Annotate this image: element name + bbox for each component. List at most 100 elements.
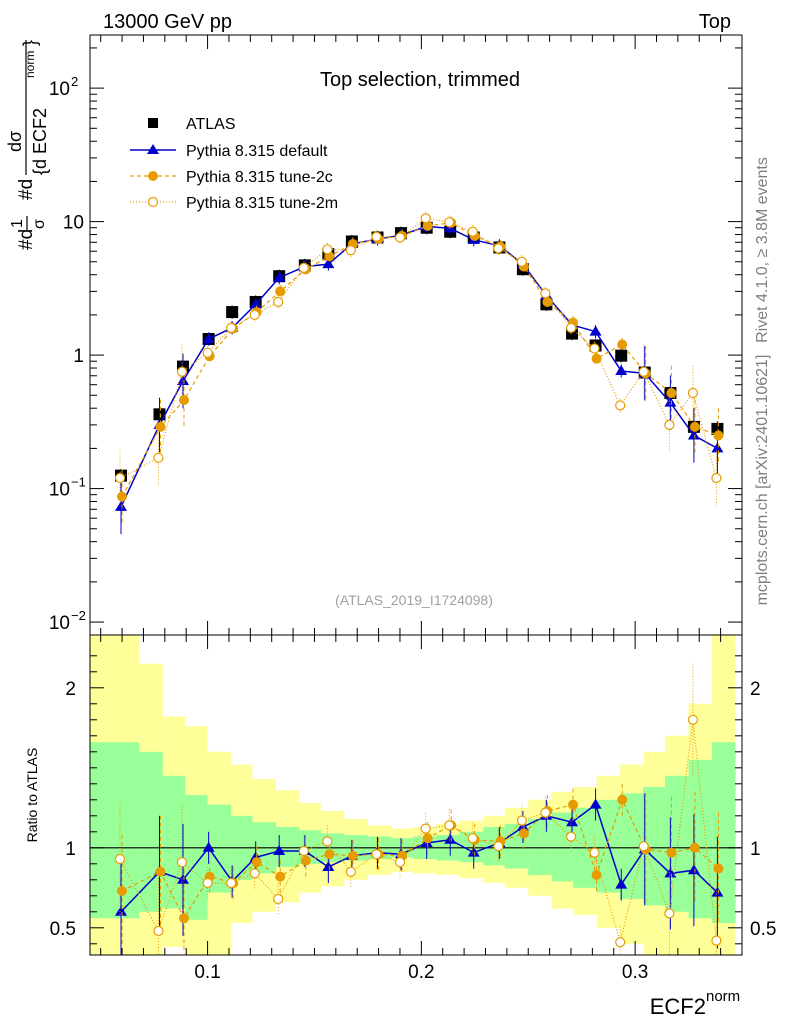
- main-ytick-label: 1: [73, 346, 84, 367]
- green-band-bin: [275, 827, 300, 867]
- tune2m-ratio-point: [565, 831, 577, 842]
- tune2m-ratio-point: [176, 857, 188, 868]
- tune2m-ratio-point: [540, 807, 551, 818]
- tune2m-ratio-point: [711, 935, 722, 946]
- tune2m-ratio-point: [420, 823, 431, 834]
- tune2m-point: [516, 256, 527, 267]
- tune2m-point: [202, 347, 213, 358]
- tune2m-point: [687, 387, 699, 399]
- default-point: [249, 298, 262, 309]
- ylabel-d: #d: [16, 229, 37, 250]
- default-ratio-point: [467, 846, 480, 857]
- legend-entry-atlas: ATLAS: [148, 116, 236, 133]
- tune2c-ratio-point: [178, 913, 189, 924]
- tune2m-point: [420, 213, 431, 224]
- green-band-bin: [162, 775, 186, 909]
- default-ratio-point: [202, 841, 215, 852]
- tune2c-ratio-point: [155, 866, 166, 877]
- main-ytick-label: 10: [49, 613, 70, 634]
- legend-default-label: Pythia 8.315 default: [186, 143, 328, 160]
- tune2m-point: [345, 245, 356, 256]
- ratio-ylabel: Ratio to ATLAS: [24, 748, 40, 843]
- tune2m-ratio-point: [202, 877, 213, 889]
- ylabel-one: 1: [9, 219, 26, 228]
- ylabel-d2: #d: [16, 179, 37, 200]
- plot-title: Top selection, trimmed: [320, 69, 520, 91]
- ratio-uncertainty-bands: [90, 635, 736, 955]
- legend-atlas-marker: [148, 118, 158, 128]
- tune2m-ratio-point: [322, 836, 333, 847]
- default-ratio-point: [687, 864, 700, 875]
- ratio-xtick-label: 0.3: [622, 962, 648, 983]
- default-ratio-point: [516, 821, 529, 831]
- tune2m-ratio-point: [273, 893, 284, 905]
- tune2m-ratio-point: [615, 937, 626, 948]
- tune2c-ratio-point: [591, 870, 602, 880]
- default-point: [273, 271, 286, 282]
- default-point: [711, 442, 724, 453]
- green-band-bin: [185, 795, 208, 920]
- rivet-label: Rivet 4.1.0, ≥ 3.8M events: [754, 157, 771, 343]
- green-band-bin: [665, 775, 689, 912]
- tune2c-point: [689, 421, 700, 432]
- tune2c-point: [275, 286, 286, 297]
- tune2c-ratio-point: [324, 849, 335, 860]
- tune2c-ratio-point: [617, 794, 628, 805]
- legend-entry-tune2c: Pythia 8.315 tune-2c: [130, 169, 333, 186]
- main-series: [114, 211, 724, 535]
- legend-tune2c-label: Pythia 8.315 tune-2c: [186, 169, 333, 186]
- legend-tune2m-label: Pythia 8.315 tune-2m: [186, 195, 338, 212]
- tune2c-point: [542, 296, 553, 307]
- ratio-ytick-label-right: 1: [750, 839, 761, 860]
- tune2m-point: [540, 288, 551, 299]
- tune2m-ratio-point: [444, 820, 455, 831]
- default-point: [615, 365, 628, 376]
- tune2c-ratio-point: [713, 863, 724, 874]
- tune2m-point: [249, 309, 260, 321]
- tune2c-ratio-point: [666, 847, 677, 858]
- green-band-bin: [620, 793, 644, 899]
- tune2m-point: [711, 472, 722, 484]
- tune2m-point: [371, 231, 382, 242]
- green-band-bin: [528, 819, 552, 875]
- tune2m-point: [615, 400, 626, 411]
- tune2m-ratio-point: [371, 849, 382, 860]
- tune2m-point: [444, 217, 455, 228]
- tune2m-point: [664, 419, 675, 430]
- legend-entry-tune2m: Pythia 8.315 tune-2m: [130, 195, 338, 212]
- tune2m-ratio-point: [153, 925, 164, 937]
- default-point: [322, 258, 335, 269]
- tune2m-point: [565, 322, 577, 333]
- ratio-series: [114, 663, 724, 955]
- tune2c-point: [422, 220, 433, 231]
- tune2m-ratio-point: [516, 815, 527, 826]
- ratio-plot-frame: [89, 634, 743, 956]
- ratio-ytick-label: 0.5: [50, 919, 76, 940]
- tune2c-ratio-point: [251, 857, 262, 868]
- tune2m-point: [493, 243, 504, 254]
- tune2c-ratio-point: [300, 855, 311, 866]
- tune2m-point: [298, 262, 309, 273]
- ratio-ytick-label-right: 0.5: [750, 919, 776, 940]
- default-ratio-point: [322, 861, 335, 871]
- tune2c-point: [591, 353, 602, 364]
- tune2c-point: [713, 430, 724, 441]
- tune2c-ratio-point: [518, 828, 529, 839]
- tune2m-ratio-point: [638, 841, 649, 852]
- tune2m-ratio-point: [298, 845, 309, 857]
- default-ratio-point: [566, 816, 579, 827]
- legend: ATLAS Pythia 8.315 default Pythia 8.315 …: [130, 116, 338, 212]
- ratio-xtick-label: 0.2: [408, 962, 434, 983]
- tune2m-point: [638, 366, 649, 377]
- tune2c-point: [116, 491, 127, 502]
- ylabel-ecf2: {d ECF2: [30, 108, 50, 175]
- default-ratio-point: [615, 878, 628, 889]
- default-line: [120, 225, 718, 508]
- legend-tune2c-marker: [148, 171, 158, 181]
- tune2m-point: [153, 452, 164, 463]
- default-ratio-point: [114, 905, 127, 916]
- tune2m-point: [589, 343, 600, 354]
- tune2m-point: [467, 226, 478, 237]
